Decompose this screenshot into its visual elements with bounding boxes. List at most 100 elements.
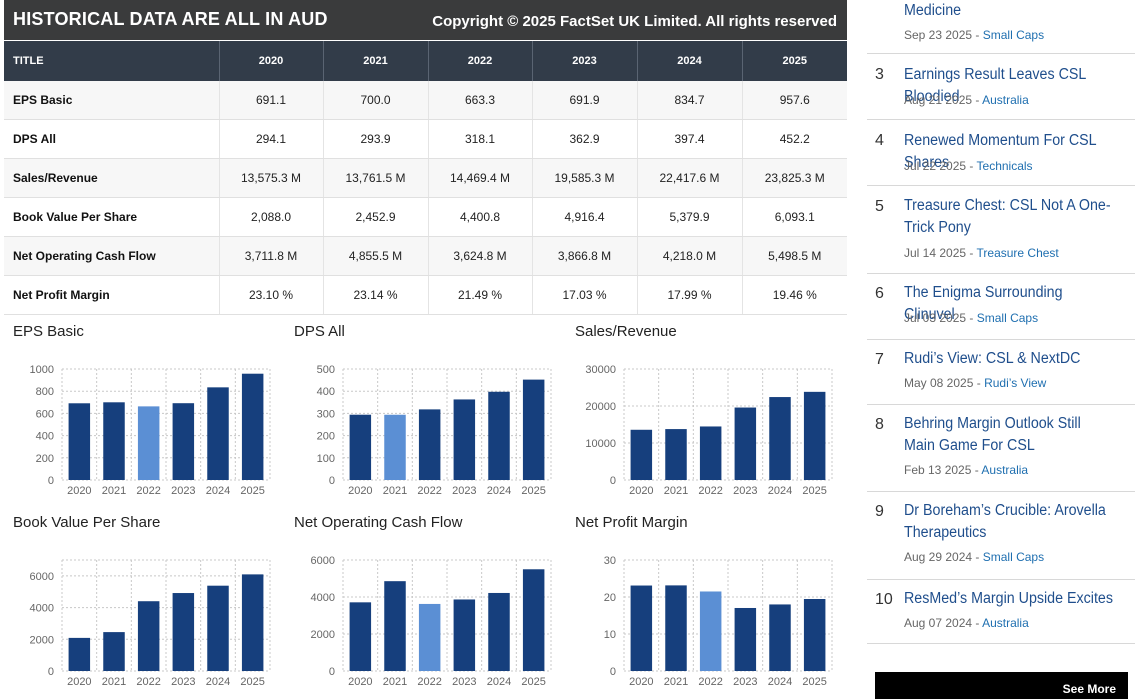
article-category-link[interactable]: Australia [981,463,1029,477]
chart-bar[interactable] [241,574,264,671]
chart-bar[interactable] [137,601,160,671]
chart-title: DPS All [294,323,345,340]
chart-bar[interactable] [665,585,687,671]
table-cell: 17.03 % [532,275,638,315]
chart-bar[interactable] [522,379,545,480]
chart-bar[interactable] [803,391,826,480]
chart-bar[interactable] [630,585,653,671]
chart-bar[interactable] [384,414,406,480]
y-tick-label: 300 [317,408,335,420]
chart-bar[interactable] [522,569,545,671]
x-tick-label: 2020 [629,676,653,688]
banner-title: HISTORICAL DATA ARE ALL IN AUD [13,9,328,29]
x-tick-label: 2024 [768,676,792,688]
article-category-link[interactable]: Australia [982,616,1029,630]
article-item[interactable]: Medicine Sep 23 2025 - Small Caps [867,0,1135,54]
article-item[interactable]: 6 The Enigma Surrounding Clinuvel Jul 03… [867,273,1135,340]
chart-net-profit-margin: Net Profit Margin 0 10 20 30 2020 2021 2022 202… [566,514,846,699]
chart-bar[interactable] [207,585,229,671]
x-tick-label: 2020 [348,676,372,688]
chart-title: Sales/Revenue [575,323,677,340]
article-meta: Jul 03 2025 - Small Caps [904,311,1039,325]
chart-bar[interactable] [207,387,229,480]
article-category-link[interactable]: Small Caps [982,28,1045,42]
chart-bar[interactable] [453,399,476,480]
article-title-link[interactable]: Dr Boreham’s Crucible: Arovella Therapeu… [904,502,1106,541]
article-title-link[interactable]: Renewed Momentum For CSL Shares [904,132,1097,171]
bar-chart-svg: 0 200 400 600 800 1000 2020 2021 2022 2023 2024 202… [30,364,271,497]
chart-bar[interactable] [734,407,757,480]
x-tick-label: 2021 [383,676,407,688]
table-cell: 957.6 [742,81,847,120]
chart-bar[interactable] [172,403,195,480]
chart-bar[interactable] [453,599,476,671]
article-item[interactable]: 9 Dr Boreham’s Crucible: Arovella Therap… [867,491,1135,580]
chart-bar[interactable] [384,581,406,671]
chart-bar[interactable] [769,604,791,671]
column-header-year: 2025 [742,41,847,81]
chart-bar[interactable] [630,429,653,480]
chart-bar[interactable] [349,414,372,480]
x-tick-label: 2021 [664,485,688,497]
article-title-link[interactable]: ResMed’s Margin Upside Excites [904,590,1113,607]
x-tick-label: 2020 [629,485,653,497]
chart-bar[interactable] [769,397,791,480]
y-tick-label: 30000 [585,364,616,376]
article-category-link[interactable]: Australia [982,93,1029,107]
chart-bar[interactable] [699,591,722,671]
x-tick-label: 2020 [67,676,91,688]
article-category-link[interactable]: Rudi’s View [984,376,1047,390]
article-item[interactable]: 7 Rudi’s View: CSL & NextDC May 08 2025 … [867,339,1135,405]
chart-bar[interactable] [172,593,195,671]
article-item[interactable]: 5 Treasure Chest: CSL Not A One-Trick Po… [867,185,1135,274]
article-item[interactable]: 4 Renewed Momentum For CSL Shares Jul 22… [867,119,1135,186]
article-number: 10 [875,591,893,608]
article-date: Jul 03 2025 [904,311,967,325]
article-category-link[interactable]: Treasure Chest [976,246,1059,260]
article-item[interactable]: 8 Behring Margin Outlook Still Main Game… [867,404,1135,492]
x-tick-label: 2022 [417,485,441,497]
chart-bar[interactable] [137,406,160,480]
chart-bar[interactable] [103,402,125,480]
chart-bar[interactable] [803,598,826,671]
chart-bar[interactable] [699,426,722,480]
chart-bar[interactable] [349,602,372,671]
article-category-link[interactable]: Technicals [976,159,1033,173]
chart-bar[interactable] [68,637,91,671]
article-item[interactable]: 3 Earnings Result Leaves CSL Bloodied Au… [867,53,1135,120]
article-category-link[interactable]: Small Caps [976,311,1039,325]
table-cell: 452.2 [742,119,847,159]
chart-bar[interactable] [103,632,125,671]
article-title-link[interactable]: Behring Margin Outlook Still Main Game F… [904,415,1081,454]
article-number: 6 [875,285,884,302]
see-more-button[interactable]: See More [875,672,1128,699]
chart-bar[interactable] [418,603,441,671]
chart-bar[interactable] [241,373,264,480]
y-tick-label: 400 [317,386,335,398]
article-item[interactable]: 10 ResMed’s Margin Upside Excites Aug 07… [867,579,1135,644]
article-title-link[interactable]: Rudi’s View: CSL & NextDC [904,350,1081,367]
historical-data-banner: HISTORICAL DATA ARE ALL IN AUD Copyright… [4,0,847,40]
table-cell: 691.9 [532,81,638,120]
article-title-link[interactable]: Earnings Result Leaves CSL Bloodied [904,66,1086,105]
y-tick-label: 200 [317,431,335,443]
x-tick-label: 2025 [802,676,826,688]
table-cell: 23,825.3 M [742,158,847,198]
chart-bar[interactable] [488,391,510,480]
chart-bar[interactable] [68,403,91,480]
article-title-link[interactable]: The Enigma Surrounding Clinuvel [904,284,1063,323]
row-label: Net Profit Margin [4,275,220,315]
chart-bar[interactable] [418,409,441,480]
column-header-year: 2020 [219,41,324,81]
chart-sales-revenue: Sales/Revenue 0 10000 20000 30000 2020 2021 20… [566,323,846,508]
y-tick-label: 800 [36,386,54,398]
chart-bar[interactable] [488,592,510,671]
x-tick-label: 2021 [102,676,126,688]
chart-bar[interactable] [734,607,757,671]
chart-title: Net Operating Cash Flow [294,514,463,531]
chart-bar[interactable] [665,429,687,480]
article-category-link[interactable]: Small Caps [982,550,1045,564]
table-cell: 663.3 [428,81,533,120]
article-title-link[interactable]: Medicine [904,2,962,19]
article-title-link[interactable]: Treasure Chest: CSL Not A One-Trick Pony [904,197,1111,236]
